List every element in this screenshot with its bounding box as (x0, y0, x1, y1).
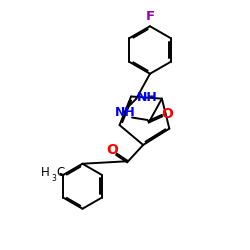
Text: H: H (40, 166, 49, 179)
Text: C: C (56, 166, 64, 179)
Text: NH: NH (114, 106, 136, 119)
Text: NH: NH (136, 91, 157, 104)
Text: O: O (106, 143, 118, 157)
Text: O: O (162, 107, 173, 121)
Text: 3: 3 (51, 174, 56, 183)
Text: F: F (146, 10, 154, 22)
